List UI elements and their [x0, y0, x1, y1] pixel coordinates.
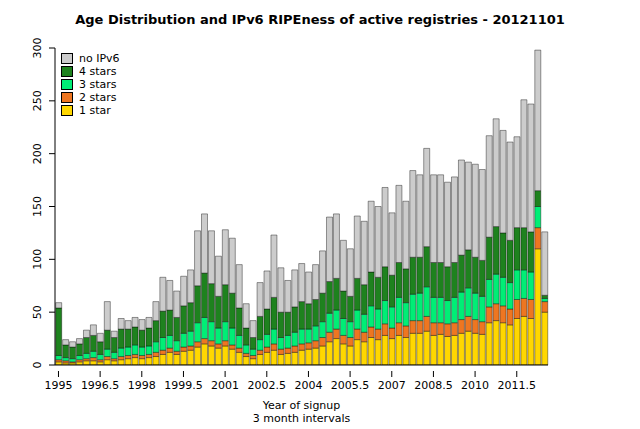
svg-text:2005.5: 2005.5 [331, 379, 370, 392]
html-text:Age Distribution and IPv6 RIPE: Age Distribution and IPv6 RIPEness of ac… [75, 12, 565, 27]
svg-text:150: 150 [31, 196, 44, 217]
svg-text:2010: 2010 [461, 379, 489, 392]
svg-text:1999.5: 1999.5 [164, 379, 203, 392]
svg-text:2004: 2004 [294, 379, 322, 392]
html-text:1 star: 1 star [79, 104, 111, 117]
html-text:3 stars: 3 stars [79, 78, 117, 91]
svg-text:100: 100 [31, 249, 44, 270]
html-text:2 stars: 2 stars [79, 91, 117, 104]
html-text:3 month intervals: 3 month intervals [252, 412, 351, 425]
svg-text:2007: 2007 [378, 379, 406, 392]
svg-text:0: 0 [31, 362, 44, 369]
svg-text:2001: 2001 [211, 379, 239, 392]
html-text:no IPv6: no IPv6 [79, 52, 120, 65]
svg-text:300: 300 [31, 38, 44, 59]
svg-text:1996.5: 1996.5 [81, 379, 120, 392]
html-text:Year of signup: Year of signup [262, 399, 341, 412]
svg-text:50: 50 [31, 305, 44, 319]
svg-text:200: 200 [31, 143, 44, 164]
svg-text:1998: 1998 [128, 379, 156, 392]
svg-text:1995: 1995 [44, 379, 72, 392]
svg-text:2011.5: 2011.5 [498, 379, 537, 392]
svg-text:2008.5: 2008.5 [414, 379, 453, 392]
html-text:4 stars: 4 stars [79, 65, 117, 78]
svg-text:250: 250 [31, 90, 44, 111]
svg-text:2002.5: 2002.5 [248, 379, 287, 392]
